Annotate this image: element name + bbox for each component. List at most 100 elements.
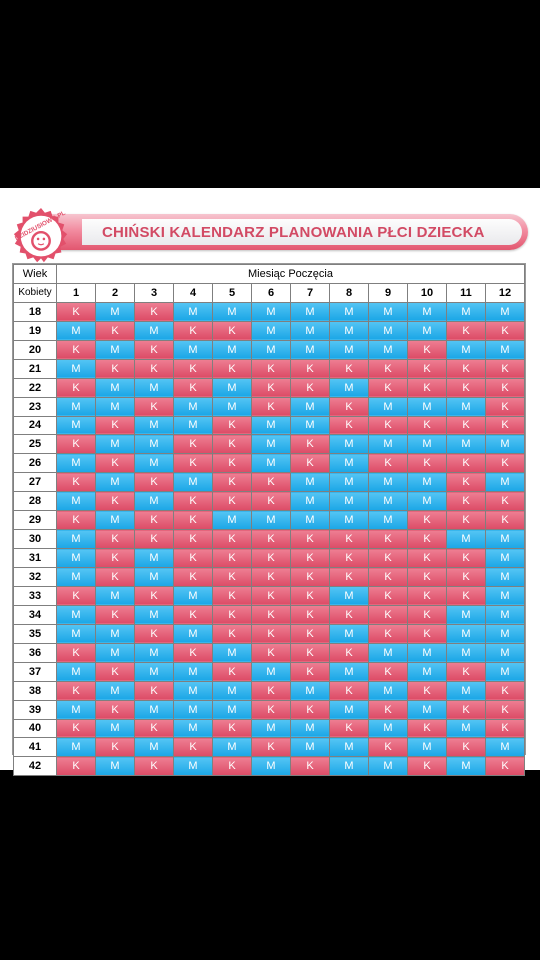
gender-cell: M: [95, 396, 135, 417]
gender-cell: K: [56, 434, 96, 455]
gender-cell: K: [212, 453, 252, 474]
gender-cell: K: [368, 548, 408, 568]
gender-cell: K: [212, 756, 252, 777]
gender-cell: K: [251, 377, 291, 398]
gender-cell: K: [251, 491, 291, 512]
gender-cell: M: [446, 680, 486, 701]
gender-cell: K: [251, 604, 291, 625]
gender-cell: K: [95, 737, 135, 758]
gender-cell: K: [407, 604, 447, 625]
gender-cell: K: [56, 472, 96, 493]
gender-cell: M: [134, 491, 174, 512]
gender-cell: M: [329, 510, 369, 531]
age-cell: 19: [13, 320, 57, 341]
table-row: 21 M K K K K K K K K K K K: [13, 358, 525, 379]
gender-cell: M: [485, 529, 525, 550]
gender-cell: M: [485, 623, 525, 644]
gender-cell: K: [368, 415, 408, 436]
age-cell: 34: [13, 604, 57, 625]
gender-cell: M: [56, 491, 96, 512]
gender-cell: K: [446, 548, 486, 568]
month-header: 3: [134, 282, 174, 303]
gender-cell: K: [251, 548, 291, 568]
gender-cell: K: [329, 718, 369, 739]
table-row: 40 K M K M K M M K M K M K: [13, 718, 525, 739]
header: CHIŃSKI KALENDARZ PLANOWANIA PŁCI DZIECK…: [10, 206, 528, 263]
gender-cell: M: [95, 301, 135, 322]
age-cell: 22: [13, 377, 57, 398]
gender-cell: K: [485, 756, 525, 777]
gender-cell: M: [407, 472, 447, 493]
gender-cell: K: [251, 642, 291, 663]
gender-cell: K: [368, 699, 408, 720]
gender-cell: K: [290, 377, 330, 398]
age-cell: 25: [13, 434, 57, 455]
gender-cell: M: [329, 377, 369, 398]
age-cell: 20: [13, 339, 57, 360]
gender-cell: K: [446, 320, 486, 341]
gender-cell: K: [56, 301, 96, 322]
gender-cell: K: [290, 623, 330, 644]
gender-cell: K: [290, 699, 330, 720]
gender-cell: K: [95, 358, 135, 379]
gender-cell: M: [329, 472, 369, 493]
gender-cell: M: [212, 377, 252, 398]
gender-cell: K: [290, 604, 330, 625]
age-cell: 27: [13, 472, 57, 493]
gender-cell: M: [368, 491, 408, 512]
gender-cell: M: [290, 415, 330, 436]
gender-cell: K: [485, 320, 525, 341]
gender-cell: K: [407, 415, 447, 436]
gender-cell: M: [95, 377, 135, 398]
gender-cell: M: [485, 567, 525, 587]
table-row: 26 M K M K K M K M K K K K: [13, 453, 525, 474]
gender-cell: K: [485, 491, 525, 512]
gender-cell: M: [446, 339, 486, 360]
gender-cell: M: [251, 661, 291, 682]
month-header: 12: [485, 282, 525, 303]
gender-cell: M: [329, 756, 369, 777]
gender-cell: K: [368, 737, 408, 758]
gender-cell: M: [290, 718, 330, 739]
gender-cell: M: [56, 396, 96, 417]
gender-cell: M: [56, 737, 96, 758]
gender-cell: M: [329, 320, 369, 341]
gender-cell: K: [173, 737, 213, 758]
gender-cell: M: [134, 699, 174, 720]
gender-cell: K: [134, 339, 174, 360]
gender-cell: K: [368, 529, 408, 550]
gender-cell: K: [212, 529, 252, 550]
age-cell: 33: [13, 585, 57, 606]
gender-cell: K: [329, 680, 369, 701]
gender-cell: K: [134, 623, 174, 644]
gender-cell: K: [329, 396, 369, 417]
gender-cell: K: [251, 472, 291, 493]
gender-cell: K: [446, 585, 486, 606]
gender-cell: M: [485, 548, 525, 568]
gender-cell: M: [407, 737, 447, 758]
gender-cell: M: [56, 548, 96, 568]
gender-cell: M: [485, 661, 525, 682]
gender-cell: M: [134, 661, 174, 682]
gender-cell: M: [485, 604, 525, 625]
age-cell: 21: [13, 358, 57, 379]
gender-cell: M: [446, 434, 486, 455]
gender-cell: M: [485, 339, 525, 360]
gender-cell: K: [485, 396, 525, 417]
table-row: 38 K M K M M K M K M K M K: [13, 680, 525, 701]
gender-cell: K: [368, 604, 408, 625]
gender-cell: M: [407, 491, 447, 512]
age-cell: 26: [13, 453, 57, 474]
month-header: 8: [329, 282, 369, 303]
gender-cell: K: [95, 453, 135, 474]
gender-cell: M: [173, 472, 213, 493]
gender-cell: K: [368, 377, 408, 398]
gender-cell: M: [290, 491, 330, 512]
table-row: 36 K M M K M K K K M M M M: [13, 642, 525, 663]
gender-cell: M: [212, 642, 252, 663]
gender-cell: K: [173, 358, 213, 379]
gender-cell: K: [329, 604, 369, 625]
gender-cell: M: [407, 642, 447, 663]
age-cell: 24: [13, 415, 57, 436]
gender-cell: K: [134, 680, 174, 701]
